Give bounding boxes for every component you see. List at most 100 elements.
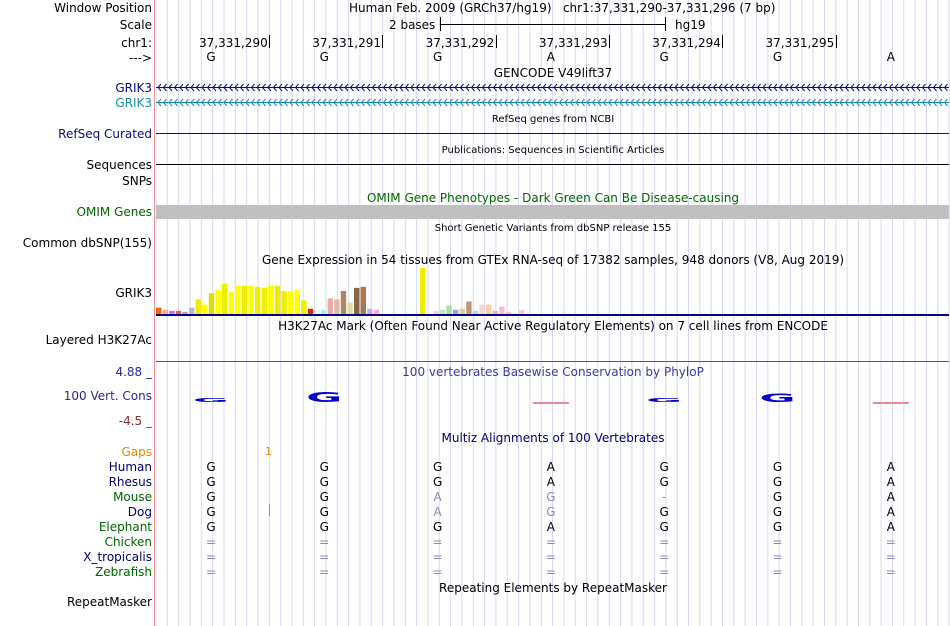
strand-chevron [366, 83, 371, 92]
strand-chevron [250, 98, 255, 107]
strand-chevron [443, 98, 448, 107]
strand-chevron [371, 98, 376, 107]
strand-chevron [888, 83, 893, 92]
snps-label[interactable]: SNPs [122, 174, 152, 188]
strand-chevron [619, 98, 624, 107]
strand-chevron [267, 98, 272, 107]
multiz-track-title: Multiz Alignments of 100 Vertebrates [441, 431, 665, 445]
gtex-tissue-bar [156, 307, 162, 314]
h3k27ac-signal-line[interactable] [156, 361, 949, 362]
multiz-species-label[interactable]: Elephant [98, 520, 152, 534]
multiz-species-label[interactable]: Dog [127, 505, 152, 519]
strand-chevron [399, 83, 404, 92]
gencode-gene-label-2[interactable]: GRIK3 [115, 96, 152, 110]
strand-chevron [256, 98, 261, 107]
multiz-base: = [319, 565, 330, 579]
repeatmasker-track-title: Repeating Elements by RepeatMasker [439, 581, 667, 595]
strand-chevron [602, 98, 607, 107]
strand-chevron [745, 98, 750, 107]
strand-chevron [333, 83, 338, 92]
strand-chevron [503, 98, 508, 107]
multiz-base: = [545, 550, 556, 564]
multiz-base: = [432, 550, 443, 564]
dog-gap-marker [269, 504, 270, 516]
gencode-gene-2[interactable] [156, 98, 949, 107]
strand-chevron [652, 83, 657, 92]
sequences-label[interactable]: Sequences [86, 158, 152, 172]
gtex-expression-chart[interactable] [156, 268, 949, 316]
multiz-base: G [432, 460, 443, 474]
refseq-label[interactable]: RefSeq Curated [58, 127, 152, 141]
multiz-species-label[interactable]: Mouse [113, 490, 152, 504]
multiz-species-label[interactable]: X_tropicalis [83, 550, 152, 564]
strand-chevron [162, 83, 167, 92]
gtex-tissue-bar [347, 302, 353, 314]
h3k27ac-label[interactable]: Layered H3K27Ac [45, 333, 152, 347]
strand-chevron [707, 83, 712, 92]
gtex-gene-label[interactable]: GRIK3 [115, 286, 152, 300]
multiz-base: = [772, 535, 783, 549]
omim-label[interactable]: OMIM Genes [76, 205, 152, 219]
strand-chevron [179, 83, 184, 92]
strand-chevron [806, 98, 811, 107]
gtex-tissue-bar [182, 311, 188, 314]
cons-label[interactable]: 100 Vert. Cons [63, 389, 152, 403]
multiz-base: = [659, 535, 670, 549]
strand-chevron [245, 98, 250, 107]
conservation-letter: G [646, 397, 682, 403]
strand-chevron [366, 98, 371, 107]
strand-chevron [316, 98, 321, 107]
multiz-species-label[interactable]: Human [108, 460, 152, 474]
strand-chevron [311, 83, 316, 92]
multiz-base: = [545, 565, 556, 579]
strand-chevron [608, 98, 613, 107]
omim-phenotype-bar[interactable] [156, 205, 949, 219]
strand-chevron [360, 98, 365, 107]
gtex-tissue-bar [189, 307, 195, 314]
strand-chevron [558, 98, 563, 107]
strand-chevron [696, 98, 701, 107]
coordinate-label: 37,331,290 [199, 36, 268, 50]
strand-chevron [212, 98, 217, 107]
strand-chevron [916, 98, 921, 107]
strand-chevron [938, 83, 943, 92]
repeatmasker-label[interactable]: RepeatMasker [66, 595, 152, 609]
strand-chevron [448, 98, 453, 107]
gtex-tissue-bar [486, 304, 492, 314]
multiz-base: A [546, 460, 555, 474]
multiz-species-label[interactable]: Zebrafish [95, 565, 152, 579]
strand-chevron [784, 98, 789, 107]
gencode-gene-1[interactable] [156, 83, 949, 92]
scale-label: Scale [119, 18, 152, 32]
strand-chevron [514, 98, 519, 107]
strand-chevron [795, 83, 800, 92]
strand-chevron [850, 83, 855, 92]
coordinate-label: 37,331,291 [312, 36, 382, 50]
strand-chevron [756, 98, 761, 107]
strand-chevron [646, 83, 651, 92]
strand-chevron [520, 83, 525, 92]
multiz-species-label[interactable]: Chicken [104, 535, 152, 549]
gencode-gene-label-1[interactable]: GRIK3 [115, 81, 152, 95]
coordinate-label: 37,331,292 [425, 36, 495, 50]
reference-base: G [206, 50, 216, 64]
strand-chevron [448, 83, 453, 92]
strand-chevron [195, 83, 200, 92]
gap-count: 1 [265, 445, 272, 458]
refseq-gene-line[interactable] [156, 133, 949, 134]
strand-chevron [316, 83, 321, 92]
multiz-species-label[interactable]: Rhesus [108, 475, 152, 489]
strand-chevron [624, 83, 629, 92]
dbsnp-label[interactable]: Common dbSNP(155) [22, 236, 152, 250]
strand-chevron [421, 98, 426, 107]
strand-chevron [399, 98, 404, 107]
strand-chevron [261, 98, 266, 107]
strand-chevron [261, 83, 266, 92]
gaps-label[interactable]: Gaps [121, 445, 152, 459]
gtex-tissue-bar [281, 291, 287, 314]
publications-line[interactable] [156, 164, 949, 165]
strand-chevron [894, 98, 899, 107]
scale-text: 2 bases [389, 18, 436, 32]
cons-track-title: 100 vertebrates Basewise Conservation by… [402, 365, 704, 379]
